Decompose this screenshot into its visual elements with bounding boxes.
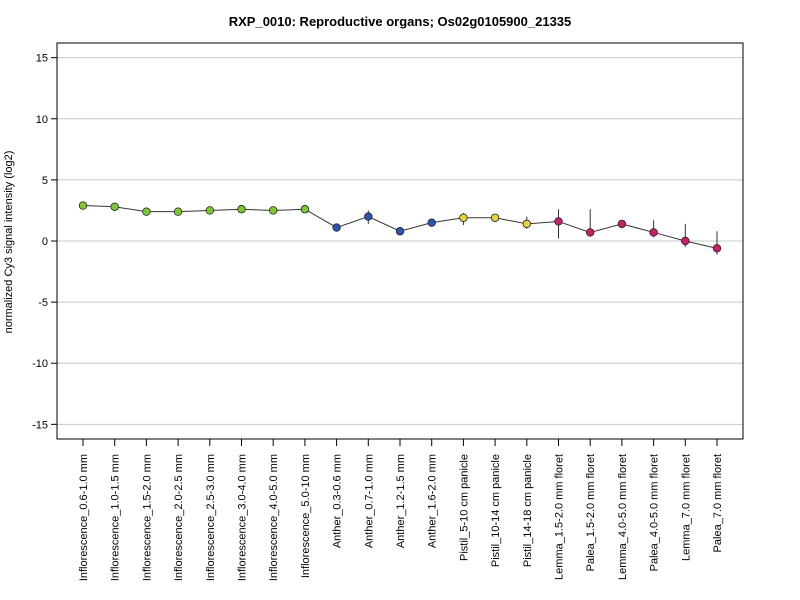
data-point — [78, 201, 88, 210]
data-point — [681, 236, 690, 246]
x-tick-label: Palea_7.0 mm floret — [712, 454, 724, 552]
data-point — [490, 213, 500, 222]
data-point — [332, 223, 341, 232]
x-tick-label: Inflorescence_3.0-4.0 mm — [237, 454, 249, 581]
data-point — [269, 206, 278, 215]
data-point — [554, 217, 563, 226]
y-tick-label: 5 — [42, 175, 48, 187]
x-tick-label: Inflorescence_2.0-2.5 mm — [173, 454, 185, 581]
x-tick-label: Pistil_14-18 cm panicle — [522, 454, 534, 567]
data-point — [205, 206, 214, 215]
data-point — [586, 228, 595, 237]
x-tick-label: Anther_0.7-1.0 mm — [363, 454, 375, 548]
y-tick-label: -15 — [32, 419, 48, 431]
data-point — [459, 213, 468, 222]
x-tick-label: Anther_0.3-0.6 mm — [332, 454, 344, 548]
x-tick-label: Lemma_1.5-2.0 mm floret — [554, 454, 566, 580]
gridlines — [57, 57, 743, 425]
data-point — [712, 244, 722, 253]
data-point — [110, 202, 119, 211]
x-tick-label: Anther_1.2-1.5 mm — [395, 454, 407, 548]
chart-title: RXP_0010: Reproductive organs; Os02g0105… — [229, 14, 572, 29]
data-series — [78, 201, 722, 255]
y-axis: 15 10 5 0 -5 -10 -15 — [32, 53, 57, 431]
x-tick-label: Inflorescence_1.0-1.5 mm — [110, 454, 122, 581]
data-point — [649, 228, 658, 237]
y-tick-label: 15 — [36, 53, 48, 65]
y-tick-label: -10 — [32, 358, 48, 370]
x-tick-label: Pistil_5-10 cm panicle — [458, 454, 470, 561]
y-tick-label: -5 — [38, 297, 48, 309]
x-tick-label: Pistil_10-14 cm panicle — [490, 454, 502, 567]
x-tick-label: Palea_4.0-5.0 mm floret — [649, 454, 661, 571]
y-tick-label: 0 — [42, 236, 48, 248]
y-axis-label: normalized Cy3 signal intensity (log2) — [3, 151, 15, 334]
x-axis: Inflorescence_0.6-1.0 mm Inflorescence_1.… — [78, 439, 724, 581]
x-tick-label: Inflorescence_0.6-1.0 mm — [78, 454, 90, 581]
data-point — [395, 227, 405, 236]
x-tick-label: Inflorescence_1.5-2.0 mm — [141, 454, 153, 581]
data-point — [173, 207, 183, 216]
x-tick-label: Inflorescence_4.0-5.0 mm — [268, 454, 280, 581]
data-point — [617, 219, 627, 229]
x-tick-label: Lemma_4.0-5.0 mm floret — [617, 454, 629, 580]
data-point — [364, 212, 373, 221]
x-tick-label: Anther_1.6-2.0 mm — [427, 454, 439, 548]
data-point — [237, 205, 246, 214]
data-point — [427, 218, 436, 227]
x-tick-label: Lemma_7.0 mm floret — [680, 454, 692, 561]
x-tick-label: Palea_1.5-2.0 mm floret — [585, 454, 597, 571]
data-point — [300, 205, 310, 214]
y-tick-label: 10 — [36, 114, 48, 126]
data-point — [142, 207, 151, 216]
data-point — [522, 219, 531, 229]
x-tick-label: Inflorescence_2.5-3.0 mm — [205, 454, 217, 581]
x-tick-label: Inflorescence_5.0-10 mm — [300, 454, 312, 578]
